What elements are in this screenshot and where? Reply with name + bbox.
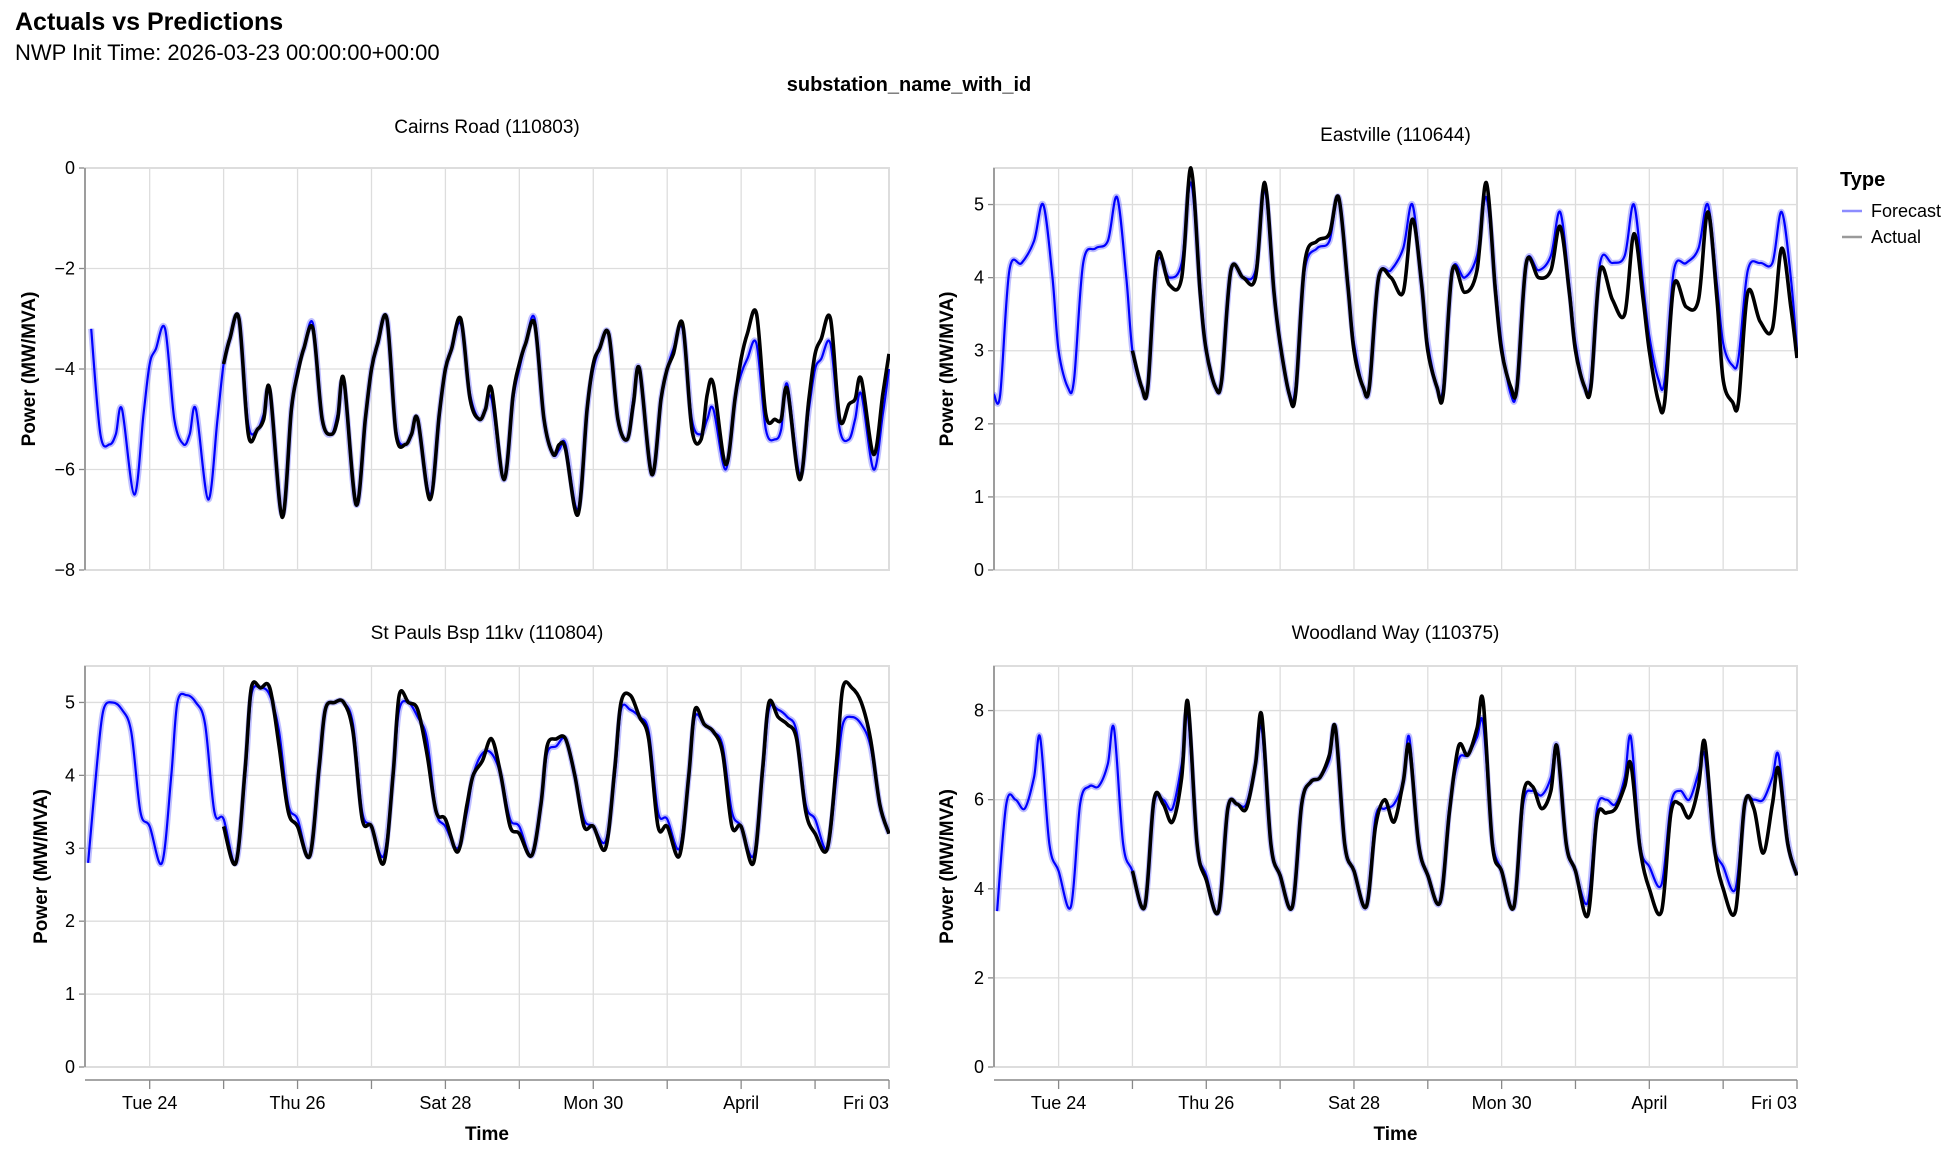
x-tick-label: Thu 26 bbox=[1178, 1093, 1234, 1113]
y-tick-label: 1 bbox=[65, 984, 75, 1004]
x-tick-label: April bbox=[1631, 1093, 1667, 1113]
panel-4: Woodland Way (110375) 0 2 4 6 8 Power (MW/MVA)… bbox=[937, 623, 1798, 1145]
actual-line bbox=[221, 308, 890, 520]
x-tick-label: Mon 30 bbox=[1472, 1093, 1532, 1113]
chart-title: Actuals vs Predictions bbox=[15, 8, 283, 36]
x-tick-label: Tue 24 bbox=[122, 1093, 177, 1113]
y-tick-label: 3 bbox=[974, 341, 984, 361]
y-tick-label: 5 bbox=[65, 692, 75, 712]
y-tick-label: 0 bbox=[65, 158, 75, 178]
x-axis-title: Time bbox=[1373, 1124, 1417, 1145]
actual-line bbox=[1130, 166, 1798, 415]
actual-line bbox=[221, 680, 890, 867]
y-axis-title: Power (MW/MVA) bbox=[937, 292, 958, 447]
legend-title: Type bbox=[1840, 169, 1885, 191]
forecast-line bbox=[994, 181, 1798, 405]
x-tick-label: Fri 03 bbox=[1751, 1093, 1797, 1113]
plot-frame bbox=[993, 167, 1798, 571]
y-tick-label: 8 bbox=[974, 701, 984, 721]
y-tick-label: −8 bbox=[54, 560, 75, 580]
y-tick-label: 2 bbox=[974, 414, 984, 434]
x-tick-label: Mon 30 bbox=[563, 1093, 623, 1113]
y-tick-label: 5 bbox=[974, 195, 984, 215]
y-tick-label: −2 bbox=[54, 259, 75, 279]
forecast-line bbox=[90, 313, 890, 516]
x-tick-label: Fri 03 bbox=[843, 1093, 889, 1113]
y-tick-label: 4 bbox=[65, 765, 75, 785]
x-tick-label: April bbox=[723, 1093, 759, 1113]
y-tick-label: 2 bbox=[65, 911, 75, 931]
panel-3: St Pauls Bsp 11kv (110804) 0 1 2 3 4 5 Power (M… bbox=[31, 623, 890, 1145]
legend-actual-label: Actual bbox=[1871, 227, 1921, 247]
panel-title: Eastville (110644) bbox=[1320, 125, 1471, 146]
y-tick-label: −4 bbox=[54, 359, 75, 379]
panel-title: Cairns Road (110803) bbox=[394, 117, 580, 138]
y-tick-label: 2 bbox=[974, 968, 984, 988]
x-tick-label: Sat 28 bbox=[1328, 1093, 1380, 1113]
y-tick-label: 4 bbox=[974, 268, 984, 288]
x-tick-label: Tue 24 bbox=[1031, 1093, 1086, 1113]
x-tick-label: Thu 26 bbox=[270, 1093, 326, 1113]
y-tick-label: 0 bbox=[974, 560, 984, 580]
x-tick-label: Sat 28 bbox=[419, 1093, 471, 1113]
forecast-line bbox=[996, 711, 1798, 915]
y-axis-title: Power (MW/MVA) bbox=[937, 789, 958, 944]
y-tick-label: 6 bbox=[974, 790, 984, 810]
panel-2: Eastville (110644) 0 1 2 3 4 5 Power (MW/MVA) bbox=[937, 125, 1798, 580]
y-tick-label: −6 bbox=[54, 460, 75, 480]
panel-title: Woodland Way (110375) bbox=[1292, 623, 1500, 644]
legend-forecast-label: Forecast bbox=[1871, 201, 1941, 221]
panel-1: Cairns Road (110803) −8 −6 −4 −2 0 Power (MW/M… bbox=[19, 117, 890, 580]
y-axis-title: Power (MW/MVA) bbox=[31, 789, 52, 944]
chart-subtitle: NWP Init Time: 2026-03-23 00:00:00+00:00 bbox=[15, 40, 440, 65]
forecast-spread-line bbox=[994, 179, 1798, 407]
legend: Type Forecast Actual bbox=[1840, 169, 1941, 247]
y-tick-label: 4 bbox=[974, 879, 984, 899]
y-tick-label: 0 bbox=[974, 1057, 984, 1077]
x-axis-title: Time bbox=[465, 1124, 509, 1145]
panel-title: St Pauls Bsp 11kv (110804) bbox=[371, 623, 604, 644]
y-tick-label: 3 bbox=[65, 838, 75, 858]
y-axis-title: Power (MW/MVA) bbox=[19, 292, 40, 447]
facet-header: substation_name_with_id bbox=[787, 74, 1032, 96]
y-tick-label: 0 bbox=[65, 1057, 75, 1077]
actual-line bbox=[1130, 694, 1798, 919]
y-tick-label: 1 bbox=[974, 487, 984, 507]
panels: Cairns Road (110803) −8 −6 −4 −2 0 Power (MW/M… bbox=[19, 117, 1798, 1145]
